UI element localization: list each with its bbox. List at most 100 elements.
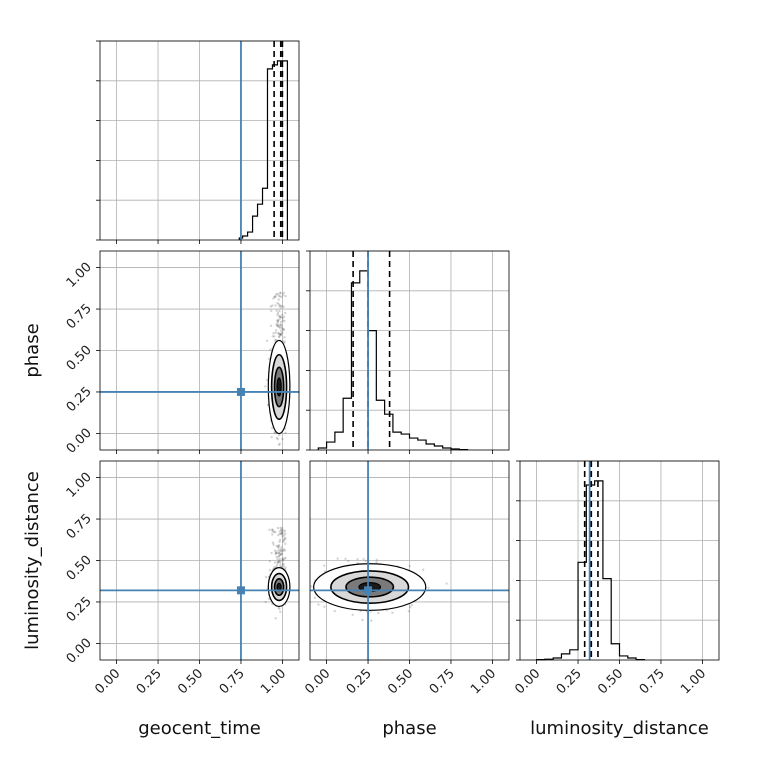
scatter-point xyxy=(280,531,284,535)
scatter-point xyxy=(276,557,279,561)
scatter-point xyxy=(272,297,275,300)
scatter-point xyxy=(280,332,283,335)
scatter-point xyxy=(280,546,283,549)
scatter-point xyxy=(278,530,281,533)
scatter-point xyxy=(277,551,280,555)
scatter-point xyxy=(274,551,277,555)
scatter-point xyxy=(281,319,285,322)
scatter-point xyxy=(407,609,411,613)
scatter-point xyxy=(278,326,282,329)
truth-marker xyxy=(364,586,373,595)
panel-phase-hist xyxy=(306,250,510,454)
scatter-point xyxy=(276,533,280,537)
scatter-point xyxy=(276,560,280,564)
panel-luminosity_distance-hist: 0.00 0.25 0.50 0.75 1.00 luminosity_distance xyxy=(512,460,720,739)
y-tick-label: 1.00 xyxy=(64,260,95,291)
scatter-point xyxy=(280,295,283,299)
scatter-point xyxy=(377,611,380,615)
scatter-point xyxy=(281,331,284,334)
scatter-point xyxy=(264,385,267,388)
scatter-points xyxy=(304,557,448,622)
scatter-point xyxy=(281,293,285,296)
scatter-point xyxy=(273,431,277,435)
scatter-point xyxy=(275,563,279,567)
scatter-point xyxy=(275,552,278,555)
scatter-point xyxy=(333,609,336,613)
scatter-point xyxy=(284,311,287,315)
x-tick-label: 0.75 xyxy=(427,666,458,697)
scatter-point xyxy=(271,541,275,544)
scatter-point xyxy=(279,306,282,309)
contour-level xyxy=(276,377,282,397)
scatter-point xyxy=(351,613,354,617)
scatter-point xyxy=(278,551,281,555)
x-tick-label: 0.50 xyxy=(385,666,416,697)
scatter-point xyxy=(275,329,278,332)
panel-phase-vs-luminosity_distance: 0.00 0.25 0.50 0.75 1.00 phase xyxy=(302,460,510,739)
scatter-point xyxy=(278,560,282,563)
scatter-point xyxy=(304,578,306,580)
scatter-point xyxy=(279,553,282,556)
scatter-point xyxy=(282,548,285,551)
scatter-point xyxy=(283,537,286,540)
scatter-point xyxy=(278,295,282,298)
scatter-point xyxy=(273,549,277,552)
scatter-point xyxy=(276,292,279,296)
scatter-point xyxy=(278,309,281,313)
scatter-point xyxy=(279,291,282,295)
scatter-point xyxy=(279,549,283,552)
histogram-step xyxy=(317,270,469,451)
x-axis-label: luminosity_distance xyxy=(530,718,709,739)
scatter-point xyxy=(361,618,364,622)
scatter-point xyxy=(280,532,284,536)
scatter-point xyxy=(270,435,273,439)
scatter-point xyxy=(279,333,282,336)
scatter-point xyxy=(278,315,281,318)
scatter-point xyxy=(280,526,284,530)
y-tick-label: 0.25 xyxy=(64,594,95,625)
scatter-point xyxy=(274,530,277,534)
scatter-point xyxy=(276,526,280,530)
scatter-point xyxy=(391,611,394,614)
scatter-point xyxy=(278,318,281,321)
scatter-point xyxy=(277,332,280,335)
scatter-point xyxy=(271,528,274,532)
x-axis-label: phase xyxy=(382,718,436,739)
scatter-point xyxy=(273,566,276,569)
scatter-point xyxy=(279,552,283,555)
scatter-point xyxy=(278,324,282,327)
x-axis-label: geocent_time xyxy=(138,718,261,739)
scatter-point xyxy=(279,333,282,337)
scatter-point xyxy=(273,335,276,338)
scatter-point xyxy=(276,319,279,322)
scatter-point xyxy=(275,436,279,440)
scatter-point xyxy=(280,552,284,556)
y-tick-label: 0.25 xyxy=(64,384,95,415)
scatter-point xyxy=(273,338,277,342)
scatter-point xyxy=(281,313,284,317)
scatter-point xyxy=(277,302,280,306)
y-tick-label: 0.00 xyxy=(64,636,95,667)
scatter-point xyxy=(281,563,284,566)
scatter-point xyxy=(279,532,282,536)
y-tick-label: 0.50 xyxy=(64,343,95,374)
scatter-point xyxy=(347,559,350,563)
scatter-point xyxy=(279,565,283,568)
scatter-point xyxy=(284,294,287,298)
scatter-point xyxy=(279,315,283,319)
scatter-point xyxy=(275,544,278,548)
x-tick-label: 0.75 xyxy=(637,666,668,697)
x-tick-label: 1.00 xyxy=(258,666,289,697)
scatter-point xyxy=(276,311,280,315)
x-tick-label: 0.00 xyxy=(92,666,123,697)
scatter-point xyxy=(282,328,285,331)
scatter-point xyxy=(276,437,280,441)
scatter-point xyxy=(279,526,282,530)
scatter-point xyxy=(409,605,412,609)
scatter-point xyxy=(275,550,278,553)
scatter-point xyxy=(275,309,278,313)
scatter-point xyxy=(277,294,281,297)
x-tick-label: 0.50 xyxy=(175,666,206,697)
scatter-point xyxy=(277,335,281,339)
